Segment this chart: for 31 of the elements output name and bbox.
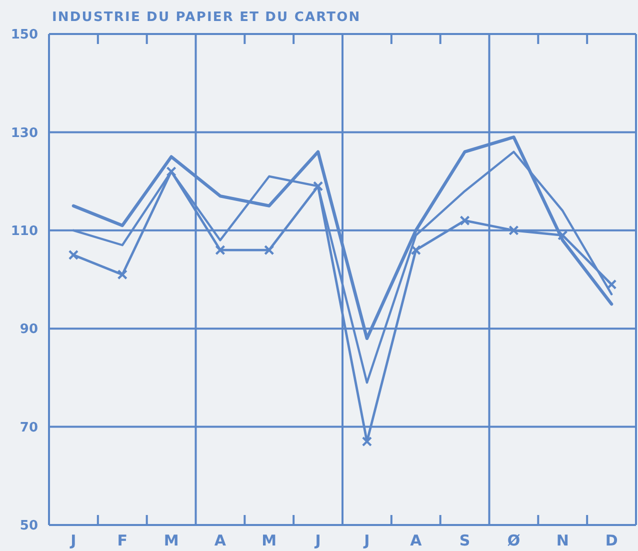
y-tick-label: 90 (20, 322, 38, 338)
x-tick-label: Ø (507, 532, 520, 550)
x-tick-label: S (459, 532, 470, 550)
point (606, 279, 617, 290)
point (508, 225, 519, 236)
x-tick-label: J (363, 532, 370, 550)
point (558, 230, 568, 240)
point (215, 244, 226, 256)
y-tick-label: 150 (10, 28, 38, 43)
y-tick-label: 50 (20, 518, 38, 534)
x-tick-label: D (605, 532, 618, 550)
point (312, 181, 324, 192)
point (68, 250, 79, 260)
x-tick-label: A (410, 532, 422, 550)
y-tick-label: 70 (20, 420, 38, 436)
point (410, 244, 421, 256)
x-tick-label: M (164, 532, 179, 550)
point (460, 215, 470, 226)
x-tick-label: M (262, 532, 277, 550)
point (166, 166, 176, 177)
x-tick-label: J (314, 532, 321, 550)
x-tick-label: A (214, 532, 226, 550)
y-tick-label: 130 (10, 126, 38, 141)
x-tick-label: F (117, 532, 128, 550)
y-tick-label: 110 (10, 224, 38, 240)
chart-title: INDUSTRIE DU PAPIER ET DU CARTON (52, 10, 361, 25)
x-tick-label: J (70, 532, 76, 550)
x-tick-label: N (556, 532, 569, 550)
point (264, 244, 274, 256)
point (117, 269, 128, 280)
point (362, 436, 372, 447)
